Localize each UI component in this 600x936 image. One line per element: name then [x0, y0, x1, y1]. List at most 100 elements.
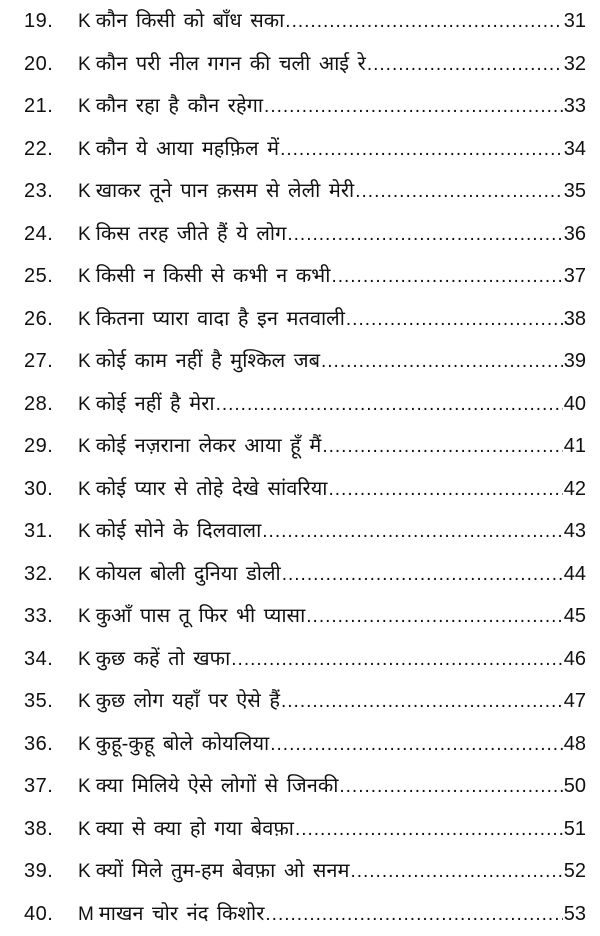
- toc-entry-number: 26.: [24, 298, 78, 341]
- toc-entry-number: 28.: [24, 383, 78, 426]
- toc-entry-letter: K: [78, 256, 91, 299]
- toc-entry-number: 32.: [24, 553, 78, 596]
- toc-row: 38. K क्या से क्या हो गया बेवफ़ा .......…: [24, 808, 586, 851]
- dot-leader: ........................................…: [322, 426, 562, 469]
- dot-leader: ........................................…: [285, 1, 562, 44]
- toc-entry-number: 23.: [24, 170, 78, 213]
- dot-leader: ........................................…: [331, 256, 562, 299]
- dot-leader: ........................................…: [350, 851, 562, 894]
- toc-entry-title: कुआँ पास तू फिर भी प्यासा: [96, 595, 306, 638]
- toc-row: 26. K कितना प्यारा वादा है इन मतवाली ...…: [24, 298, 586, 341]
- toc-row: 37. K क्या मिलिये ऐसे लोगों से जिनकी ...…: [24, 765, 586, 808]
- dot-leader: ........................................…: [367, 44, 563, 87]
- toc-entry-page-number: 32: [564, 43, 586, 86]
- toc-entry-page-number: 37: [564, 255, 586, 298]
- toc-entry-letter: K: [78, 171, 91, 214]
- toc-row: 27. K कोई काम नहीं है मुश्किल जब .......…: [24, 340, 586, 383]
- toc-entry-letter: K: [78, 86, 91, 129]
- toc-entry-title: कौन किसी को बाँध सका: [96, 0, 285, 43]
- toc-entry-letter: K: [78, 851, 91, 894]
- toc-row: 29. K कोई नज़राना लेकर आया हूँ मैं .....…: [24, 425, 586, 468]
- toc-entry-number: 25.: [24, 255, 78, 298]
- toc-entry-letter: K: [78, 809, 91, 852]
- toc-entry-letter: K: [78, 766, 91, 809]
- toc-entry-letter: K: [78, 426, 91, 469]
- toc-entry-title: खाकर तूने पान क़सम से लेली मेरी: [96, 170, 355, 213]
- toc-entry-number: 29.: [24, 425, 78, 468]
- toc-entry-page-number: 46: [564, 638, 586, 681]
- dot-leader: ........................................…: [216, 384, 563, 427]
- toc-list: 19. K कौन किसी को बाँध सका .............…: [24, 0, 586, 935]
- toc-entry-letter: K: [78, 44, 91, 87]
- toc-entry-title: कोई सोने के दिलवाला: [96, 510, 262, 553]
- dot-leader: ........................................…: [282, 554, 563, 597]
- toc-entry-letter: K: [78, 681, 91, 724]
- toc-entry-page-number: 36: [564, 213, 586, 256]
- toc-row: 40. M माखन चोर नंद किशोर ...............…: [24, 893, 586, 936]
- toc-row: 24. K किस तरह जीते हैं ये लोग ..........…: [24, 213, 586, 256]
- dot-leader: ........................................…: [265, 894, 562, 936]
- toc-entry-title: कोयल बोली दुनिया डोली: [96, 553, 281, 596]
- dot-leader: ........................................…: [295, 809, 563, 852]
- toc-entry-number: 30.: [24, 468, 78, 511]
- dot-leader: ........................................…: [306, 596, 562, 639]
- dot-leader: ........................................…: [231, 639, 562, 682]
- toc-entry-title: किस तरह जीते हैं ये लोग: [96, 213, 287, 256]
- toc-row: 25. K किसी न किसी से कभी न कभी .........…: [24, 255, 586, 298]
- toc-row: 22. K कौन ये आया महफ़िल में ............…: [24, 128, 586, 171]
- dot-leader: ........................................…: [328, 469, 562, 512]
- toc-entry-page-number: 34: [564, 128, 586, 171]
- dot-leader: ........................................…: [287, 214, 562, 257]
- toc-entry-letter: K: [78, 1, 91, 44]
- toc-row: 20. K कौन परी नील गगन की चली आई रे .....…: [24, 43, 586, 86]
- toc-row: 34. K कुछ कहें तो खफा ..................…: [24, 638, 586, 681]
- toc-entry-number: 21.: [24, 85, 78, 128]
- toc-entry-title: कौन रहा है कौन रहेगा: [96, 85, 263, 128]
- toc-entry-page-number: 41: [564, 425, 586, 468]
- toc-entry-number: 36.: [24, 723, 78, 766]
- toc-row: 30. K कोई प्यार से तोहे देखे सांवरिया ..…: [24, 468, 586, 511]
- toc-entry-letter: K: [78, 341, 91, 384]
- toc-entry-number: 20.: [24, 43, 78, 86]
- toc-entry-title: क्यों मिले तुम-हम बेवफ़ा ओ सनम: [96, 850, 350, 893]
- toc-row: 35. K कुछ लोग यहाँ पर ऐसे हैं ..........…: [24, 680, 586, 723]
- toc-entry-title: कौन परी नील गगन की चली आई रे: [96, 43, 366, 86]
- toc-entry-page-number: 33: [564, 85, 586, 128]
- toc-entry-page-number: 35: [564, 170, 586, 213]
- toc-entry-letter: K: [78, 129, 91, 172]
- toc-entry-number: 33.: [24, 595, 78, 638]
- toc-entry-number: 35.: [24, 680, 78, 723]
- toc-entry-page-number: 50: [564, 765, 586, 808]
- dot-leader: ........................................…: [262, 511, 562, 554]
- toc-entry-letter: K: [78, 214, 91, 257]
- toc-entry-title: कोई नज़राना लेकर आया हूँ मैं: [96, 425, 322, 468]
- dot-leader: ........................................…: [321, 341, 563, 384]
- toc-entry-number: 40.: [24, 893, 78, 936]
- toc-entry-page-number: 40: [564, 383, 586, 426]
- toc-entry-title: माखन चोर नंद किशोर: [99, 893, 265, 936]
- dot-leader: ........................................…: [280, 129, 563, 172]
- toc-row: 31. K कोई सोने के दिलवाला ..............…: [24, 510, 586, 553]
- toc-entry-page-number: 45: [564, 595, 586, 638]
- toc-entry-page-number: 52: [564, 850, 586, 893]
- toc-entry-title: कुहू-कुहू बोले कोयलिया: [96, 723, 270, 766]
- dot-leader: ........................................…: [346, 299, 563, 342]
- toc-entry-number: 31.: [24, 510, 78, 553]
- toc-entry-letter: K: [78, 511, 91, 554]
- toc-entry-page-number: 53: [564, 893, 586, 936]
- toc-row: 23. K खाकर तूने पान क़सम से लेली मेरी ..…: [24, 170, 586, 213]
- toc-entry-title: किसी न किसी से कभी न कभी: [96, 255, 331, 298]
- toc-entry-title: कितना प्यारा वादा है इन मतवाली: [96, 298, 345, 341]
- toc-entry-letter: K: [78, 299, 91, 342]
- toc-entry-page-number: 38: [564, 298, 586, 341]
- toc-entry-title: कौन ये आया महफ़िल में: [96, 128, 279, 171]
- toc-entry-page-number: 51: [564, 808, 586, 851]
- toc-entry-letter: K: [78, 596, 91, 639]
- toc-row: 32. K कोयल बोली दुनिया डोली ............…: [24, 553, 586, 596]
- toc-entry-page-number: 48: [564, 723, 586, 766]
- toc-entry-letter: K: [78, 639, 91, 682]
- toc-entry-letter: M: [78, 894, 94, 936]
- toc-entry-number: 38.: [24, 808, 78, 851]
- toc-entry-page-number: 42: [564, 468, 586, 511]
